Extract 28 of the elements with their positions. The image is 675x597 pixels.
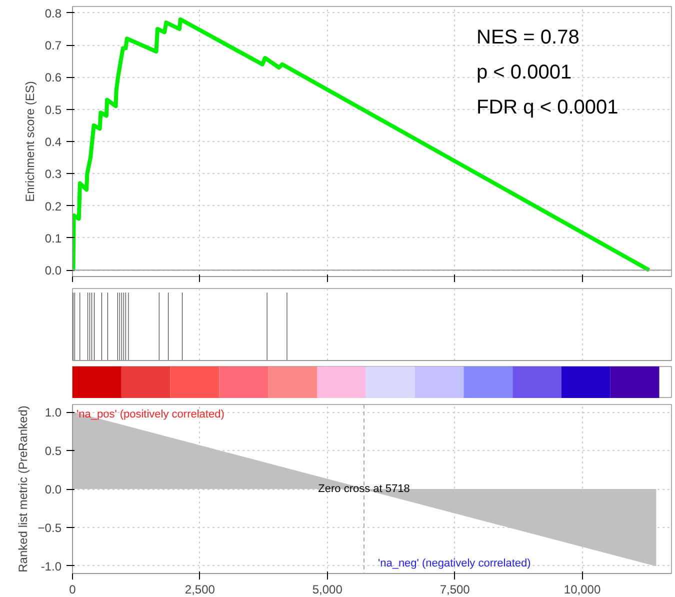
- x-tick-label: 7,500: [440, 582, 470, 596]
- line-series: [72, 17, 652, 272]
- y-tick-label: -1.0: [40, 559, 62, 574]
- y-tick-label: 0.7: [44, 38, 62, 53]
- y-tick-label: 0.8: [44, 6, 62, 20]
- y-tick-label: 0.5: [44, 444, 62, 458]
- annotation: Zero cross at 5718: [318, 483, 410, 495]
- y-tick-label: 0.6: [44, 70, 62, 85]
- annotation: NES = 0.78: [476, 26, 580, 48]
- y-tick-label: 0.0: [44, 482, 62, 496]
- y-axis-title: Enrichment score (ES): [22, 81, 37, 202]
- x-tick-label: 10,000: [564, 582, 601, 596]
- annotation: 'na_pos' (positively correlated): [76, 408, 224, 420]
- y-tick-label: 0.4: [44, 135, 62, 149]
- y-tick-label: 0.1: [44, 231, 62, 246]
- x-tick-label: 5,000: [312, 582, 343, 596]
- y-tick-label: −0.5: [38, 520, 62, 535]
- annotation: 'na_neg' (negatively correlated): [378, 558, 531, 570]
- x-tick-label: 2,500: [184, 582, 216, 596]
- y-tick-label: 0.0: [44, 264, 62, 278]
- y-tick-label: 0.3: [44, 167, 62, 182]
- x-tick-label: 0: [69, 582, 76, 596]
- y-tick-label: 0.5: [44, 102, 62, 117]
- annotation: FDR q < 0.0001: [476, 96, 618, 118]
- y-tick-label: 1.0: [44, 406, 62, 420]
- y-tick-label: 0.2: [44, 199, 62, 214]
- y-axis-title: Ranked list metric (PreRanked): [16, 406, 30, 572]
- annotation: p < 0.0001: [476, 62, 572, 84]
